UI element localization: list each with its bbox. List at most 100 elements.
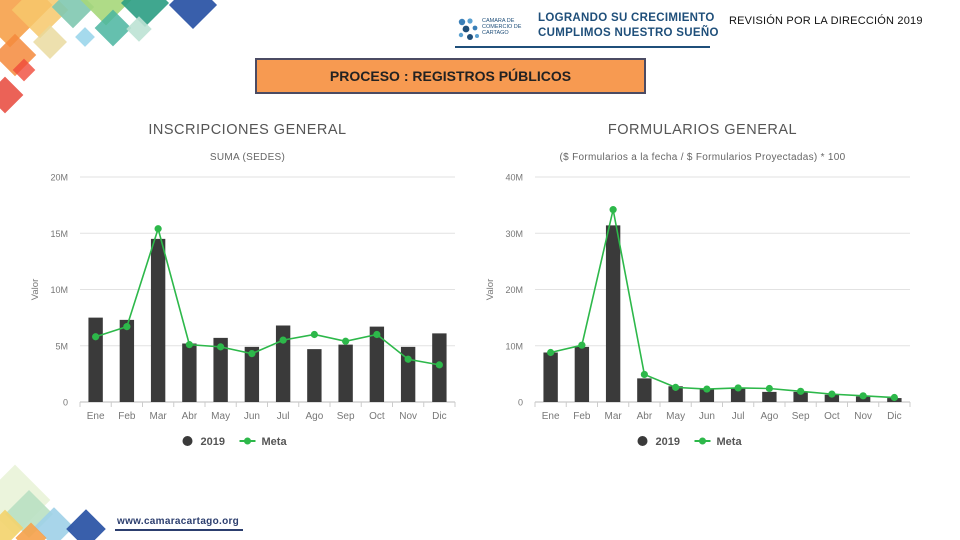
meta-point-sep <box>797 387 805 395</box>
meta-point-oct <box>373 330 381 339</box>
bar-mar <box>150 238 166 402</box>
y-tick-label: 0 <box>518 398 523 408</box>
review-title: REVISIÓN POR LA DIRECCIÓN 2019 <box>729 15 923 27</box>
bar-abr <box>637 378 652 402</box>
y-tick-label: 20M <box>505 285 523 295</box>
legend-label-2019: 2019 <box>656 436 680 448</box>
meta-point-nov <box>859 392 867 400</box>
camara-logo-icon <box>456 16 482 44</box>
chart-title: INSCRIPCIONES GENERAL <box>148 122 346 138</box>
bar-may <box>668 386 683 402</box>
x-tick-label: Oct <box>369 411 385 422</box>
bar-feb <box>119 319 135 402</box>
footer-url: www.camaracartago.org <box>117 516 240 527</box>
bar-sep <box>338 344 353 402</box>
x-tick-label: Ago <box>760 411 778 422</box>
chart-subtitle: SUMA (SEDES) <box>210 152 285 163</box>
bar-jul <box>275 325 291 402</box>
meta-point-ene <box>92 333 100 341</box>
meta-point-feb <box>123 323 131 331</box>
legend-marker-meta <box>699 437 706 445</box>
x-tick-label: Abr <box>182 411 198 422</box>
bar-jun <box>699 389 715 402</box>
bar-oct <box>824 394 840 402</box>
bar-ene <box>543 352 558 402</box>
x-tick-label: Nov <box>399 411 417 422</box>
bar-ago <box>762 391 777 402</box>
x-tick-label: Jul <box>732 411 745 422</box>
meta-line <box>550 209 895 399</box>
x-tick-label: Ene <box>87 411 105 422</box>
logo-underline <box>455 46 710 48</box>
legend-marker-meta <box>244 437 251 445</box>
meta-point-mar <box>609 206 617 214</box>
formularios-chart: FORMULARIOS GENERAL ($ Formularios a la f… <box>485 122 911 448</box>
process-label: PROCESO : REGISTROS PÚBLICOS <box>329 68 572 84</box>
y-tick-label: 20M <box>50 173 68 183</box>
meta-point-ene <box>547 348 555 357</box>
bar-ago <box>307 349 322 402</box>
x-tick-label: Abr <box>637 411 653 422</box>
x-tick-label: Feb <box>573 411 591 422</box>
x-tick-label: Ene <box>542 411 560 422</box>
bar-jun <box>244 346 260 402</box>
meta-point-jul <box>734 384 742 392</box>
x-tick-label: Sep <box>337 411 355 422</box>
x-tick-label: Feb <box>118 411 136 422</box>
chart-title: FORMULARIOS GENERAL <box>608 122 797 138</box>
chart-subtitle: ($ Formularios a la fecha / $ Formulario… <box>560 152 846 163</box>
x-tick-label: Dic <box>432 411 446 422</box>
y-tick-label: 10M <box>50 285 68 295</box>
x-tick-label: May <box>666 411 685 422</box>
footer-underline <box>115 529 243 531</box>
process-label-box: PROCESO : REGISTROS PÚBLICOS <box>255 58 646 94</box>
camara-name: CAMARA DE COMERCIO DE CARTAGO <box>482 18 522 36</box>
bar-may <box>213 337 228 402</box>
x-tick-label: Jul <box>277 411 290 422</box>
meta-point-abr <box>185 341 193 349</box>
meta-point-jun <box>703 385 711 393</box>
meta-point-sep <box>342 337 350 345</box>
meta-point-abr <box>640 370 648 379</box>
bar-abr <box>182 343 197 402</box>
meta-line <box>95 225 440 366</box>
x-tick-label: Nov <box>854 411 872 422</box>
meta-point-ago <box>765 384 773 393</box>
bar-feb <box>574 346 590 402</box>
slogan-line-2: CUMPLIMOS NUESTRO SUEÑO <box>538 27 719 39</box>
y-tick-label: 0 <box>63 398 68 408</box>
bar-oct <box>369 326 385 402</box>
legend-marker-2019 <box>182 436 193 446</box>
y-tick-label: 10M <box>505 341 523 351</box>
y-tick-label: 15M <box>50 229 68 239</box>
meta-point-ago <box>310 330 318 339</box>
meta-point-mar <box>154 225 162 233</box>
bar-jul <box>730 388 746 402</box>
x-tick-label: Jun <box>244 411 260 422</box>
y-axis-label: Valor <box>485 279 496 300</box>
y-tick-label: 30M <box>505 229 523 239</box>
y-tick-label: 5M <box>55 341 68 351</box>
meta-point-jun <box>248 350 256 358</box>
slogan-line-1: LOGRANDO SU CRECIMIENTO <box>538 12 715 24</box>
meta-point-oct <box>828 390 836 398</box>
legend-label-2019: 2019 <box>201 436 225 448</box>
y-axis-label: Valor <box>30 279 41 300</box>
x-tick-label: Sep <box>792 411 810 422</box>
legend-marker-2019 <box>637 436 648 446</box>
legend-label-meta: Meta <box>717 436 743 448</box>
x-tick-label: Oct <box>824 411 840 422</box>
legend-label-meta: Meta <box>262 436 288 448</box>
x-tick-label: Ago <box>305 411 323 422</box>
x-tick-label: Mar <box>605 411 623 422</box>
meta-point-may <box>672 383 680 391</box>
decorative-corner-bottom-left <box>0 455 115 540</box>
meta-point-dic <box>435 361 443 369</box>
inscripciones-chart: INSCRIPCIONES GENERAL SUMA (SEDES) 0 5M 10M 1… <box>30 122 456 448</box>
x-tick-label: Mar <box>150 411 168 422</box>
bar-sep <box>793 391 808 402</box>
meta-point-nov <box>404 355 412 363</box>
meta-point-dic <box>890 393 898 402</box>
x-tick-label: Jun <box>699 411 715 422</box>
meta-point-jul <box>279 336 287 344</box>
